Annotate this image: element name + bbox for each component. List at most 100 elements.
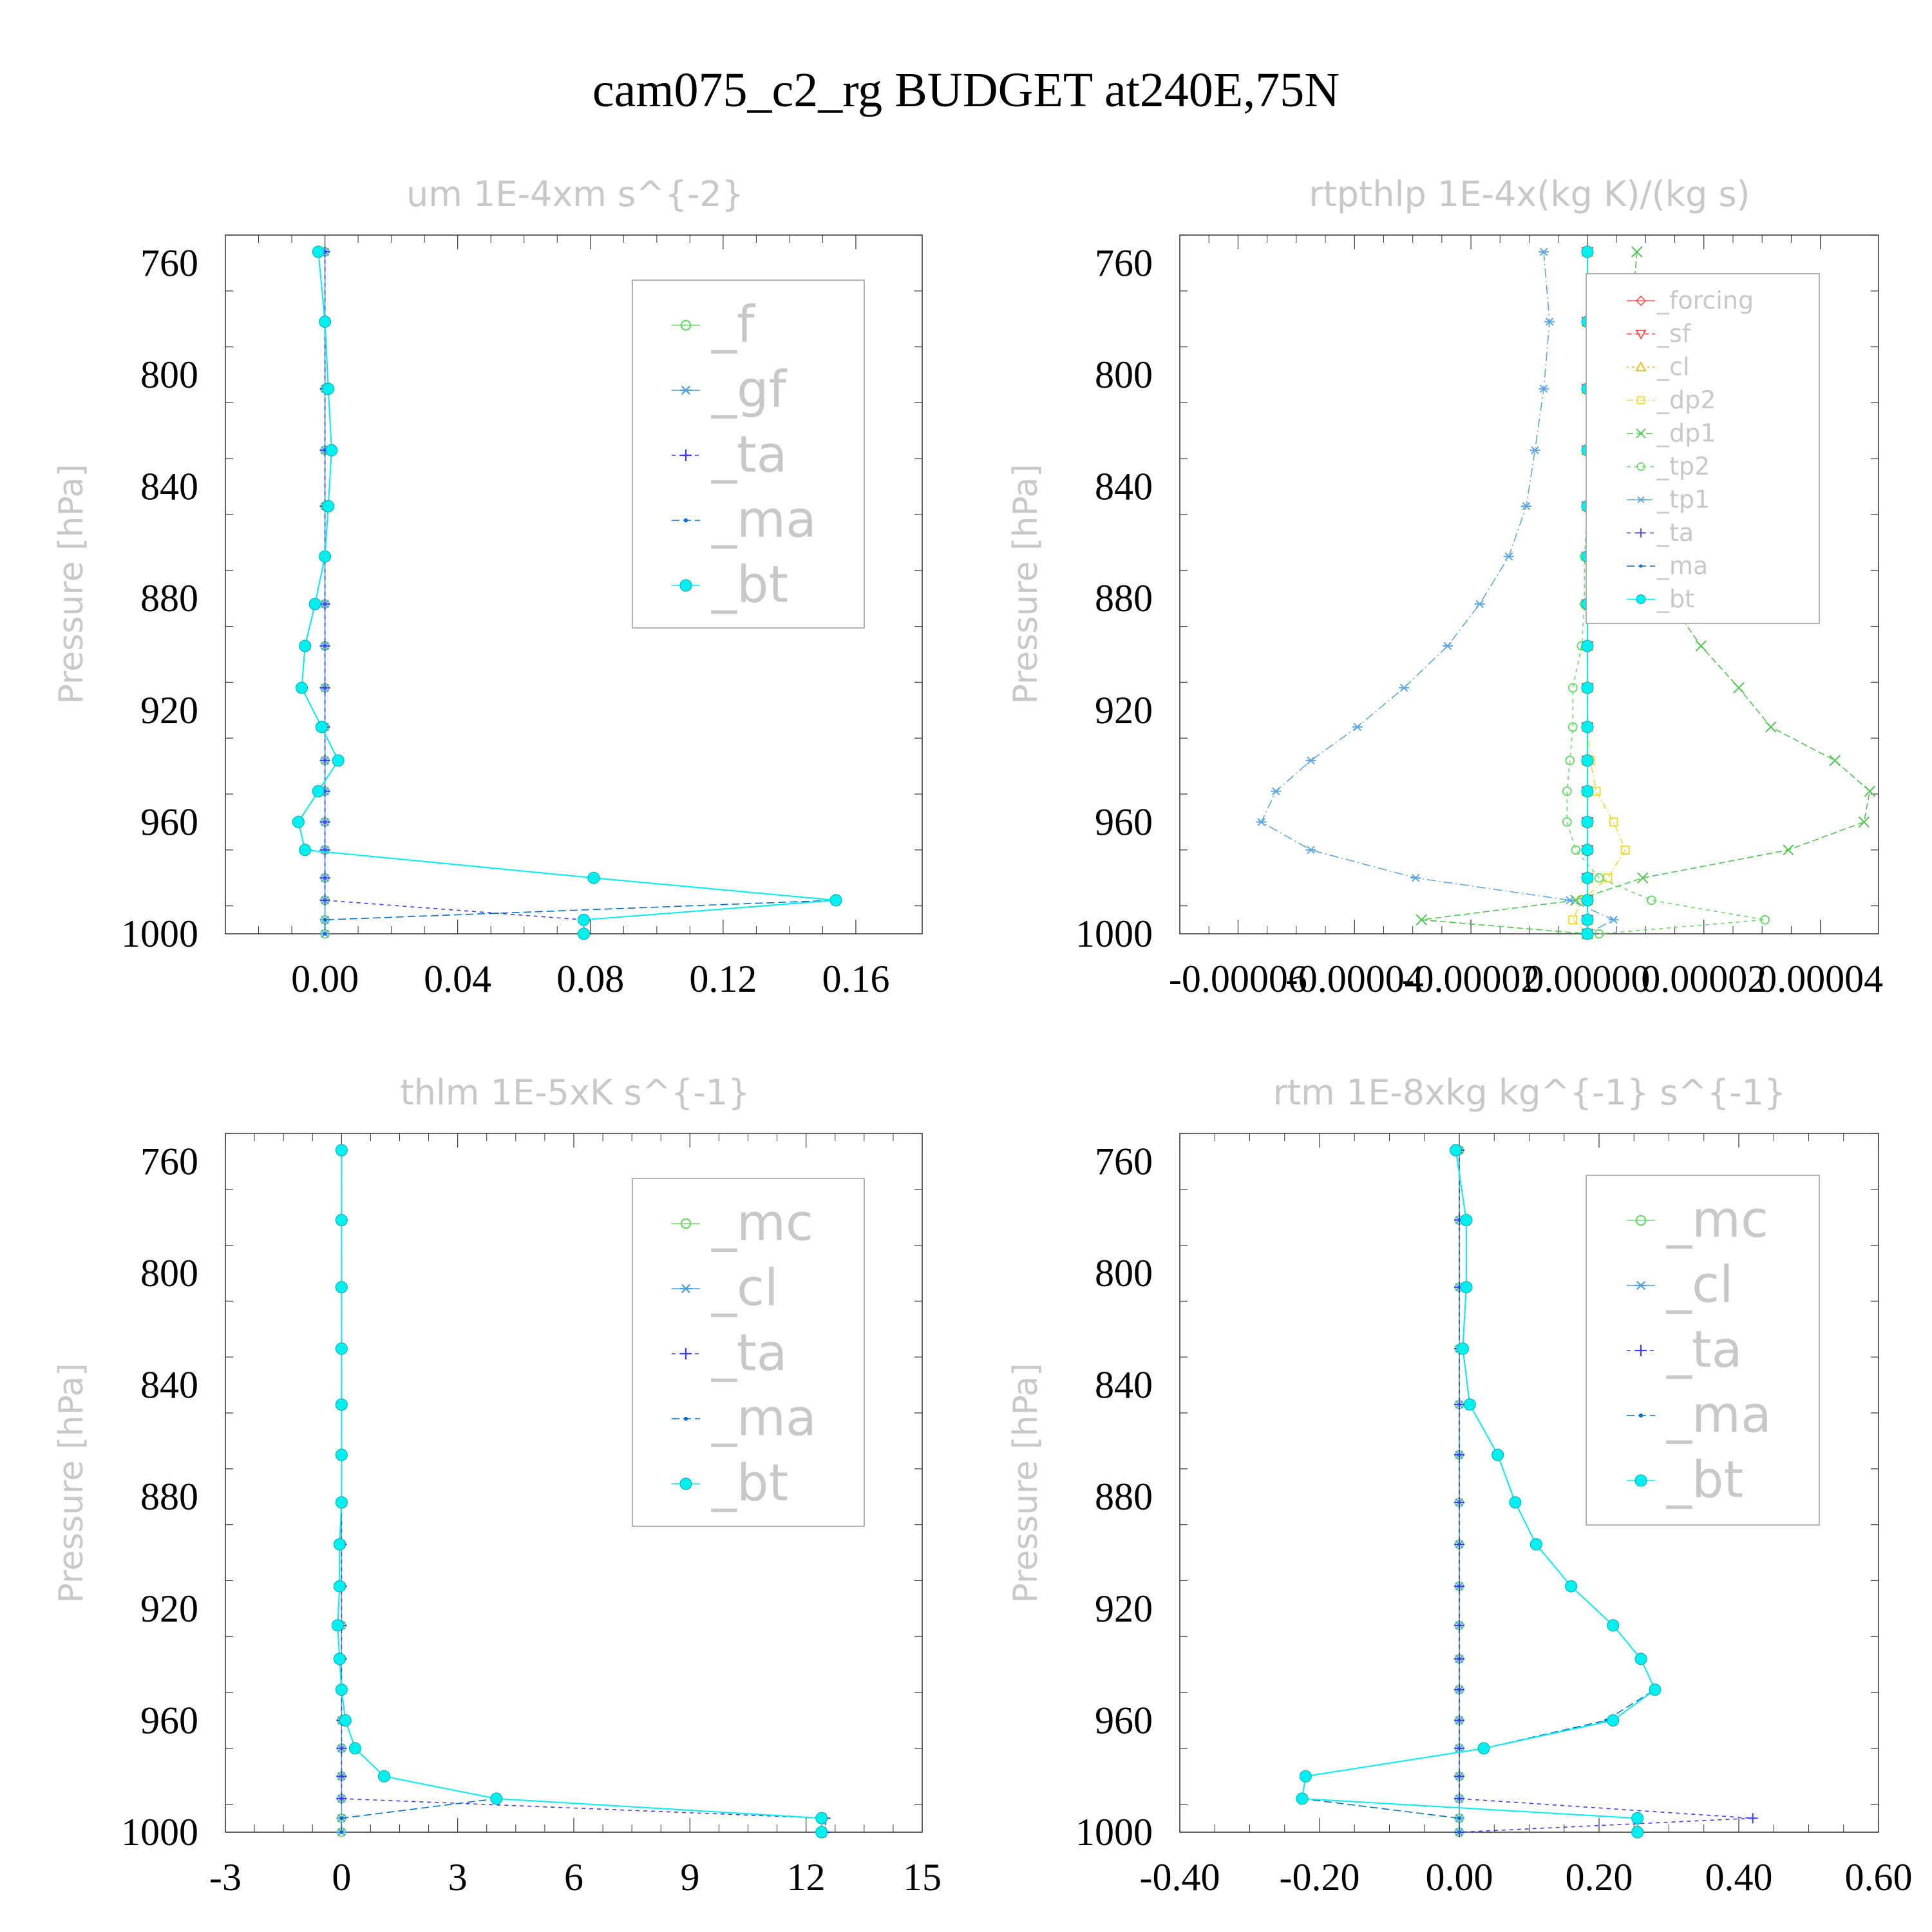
y-tick-label: 880	[140, 577, 198, 620]
y-tick-label: 840	[1095, 1364, 1153, 1406]
data-point	[1474, 600, 1485, 609]
x-axis: -0.40 -0.20 0.00 0.20 0.40 0.60	[1140, 1133, 1913, 1899]
legend-item: _sf	[1627, 319, 1692, 348]
data-point	[490, 1792, 503, 1805]
data-point	[319, 873, 330, 884]
legend-marker	[1635, 295, 1647, 307]
data-point	[1454, 1497, 1464, 1508]
legend-marker	[1636, 594, 1646, 604]
data-point	[336, 1743, 347, 1754]
plot-area: 760 800 840 880 920 960 1000-0.40 -0.20 0.00 0.20…	[1075, 1133, 1913, 1899]
data-point	[1352, 723, 1363, 732]
y-tick-label: 760	[140, 1140, 198, 1182]
series-bt	[292, 245, 842, 940]
data-point	[1631, 1812, 1644, 1824]
series-line	[1260, 251, 1615, 934]
legend-item: _ta	[672, 426, 787, 484]
legend-marker	[680, 385, 692, 395]
series-ma	[336, 1148, 498, 1834]
legend-marker	[679, 579, 692, 592]
y-tick-label: 880	[1095, 577, 1153, 620]
legend-label: _dp1	[1656, 419, 1716, 448]
data-point	[1649, 1683, 1662, 1696]
data-point	[1442, 641, 1453, 650]
data-point	[1416, 914, 1427, 926]
data-point	[1454, 1450, 1464, 1461]
legend-marker	[1636, 396, 1645, 404]
legend: _f _gf _ta _ma _bt	[632, 279, 865, 629]
legend-label: _cl	[1656, 353, 1689, 381]
data-point	[1456, 1342, 1469, 1355]
data-point	[815, 1812, 828, 1824]
legend-marker	[1635, 361, 1647, 372]
legend-item: _tp1	[1627, 486, 1710, 514]
x-tick-label: 0.12	[689, 958, 757, 1000]
data-point	[1454, 1620, 1464, 1631]
legend-marker	[1635, 1215, 1647, 1226]
legend-label: _ta	[1656, 518, 1694, 547]
panel-rtpthlp: rtpthlp 1E-4x(kg K)/(kg s) Pressure [hPa…	[1007, 174, 1883, 1000]
data-point	[1460, 1214, 1473, 1227]
data-point	[1410, 873, 1421, 882]
y-tick-label: 840	[140, 466, 198, 508]
data-point	[577, 927, 590, 940]
data-point	[1607, 1714, 1620, 1727]
legend-item: _bt	[1627, 585, 1694, 613]
data-point	[1463, 1398, 1476, 1411]
y-tick-label: 840	[1095, 466, 1153, 508]
legend-marker	[680, 450, 692, 461]
panel-rtm: rtm 1E-8xkg kg^{-1} s^{-1} Pressure [hPa…	[1007, 1072, 1913, 1899]
legend-marker	[680, 1283, 692, 1294]
data-point	[312, 245, 325, 258]
series-bt	[1296, 1144, 1662, 1839]
legend-marker	[1635, 1345, 1647, 1356]
data-point	[1695, 640, 1707, 652]
legend-label: _ta	[711, 1325, 787, 1383]
data-point	[1256, 818, 1267, 826]
data-point	[1457, 1830, 1461, 1834]
data-point	[335, 1398, 348, 1411]
data-point	[815, 1826, 828, 1839]
x-tick-label: 15	[903, 1856, 942, 1899]
x-tick-label: 9	[680, 1856, 699, 1899]
data-point	[1581, 927, 1594, 940]
data-point	[1747, 1813, 1758, 1824]
legend-marker	[679, 1477, 692, 1490]
legend-label: _ma	[1656, 552, 1708, 580]
x-axis: 0.00 0.04 0.08 0.12 0.16	[225, 235, 889, 1000]
legend-label: _gf	[711, 361, 788, 419]
data-point	[1581, 785, 1594, 798]
y-axis: 760 800 840 880 920 960 1000	[1075, 234, 1879, 955]
y-axis-label: Pressure [hPa]	[1007, 1363, 1045, 1604]
data-point	[1454, 1653, 1464, 1664]
data-point	[1594, 873, 1604, 883]
legend-item: _ma	[1627, 552, 1708, 580]
plot-frame	[225, 234, 923, 934]
series-bt	[331, 1144, 828, 1839]
legend-marker	[680, 319, 692, 331]
x-tick-label: -3	[209, 1856, 242, 1899]
data-point	[1858, 816, 1870, 828]
data-point	[1530, 1538, 1542, 1551]
data-point	[339, 1714, 352, 1727]
x-tick-label: -0.00006	[1169, 958, 1307, 1000]
data-point	[333, 1653, 346, 1665]
data-point	[1733, 682, 1745, 694]
data-point	[1581, 913, 1594, 926]
series-tp1	[1256, 247, 1619, 938]
x-tick-label: 0.20	[1566, 1856, 1633, 1899]
y-tick-label: 760	[140, 242, 198, 284]
x-tick-label: 0.00004	[1757, 958, 1883, 1000]
series-ta	[319, 247, 589, 939]
data-point	[1454, 1715, 1464, 1726]
y-tick-label: 880	[1095, 1475, 1153, 1518]
legend-item: _bt	[672, 556, 788, 614]
data-point	[1562, 786, 1572, 797]
data-point	[1864, 785, 1876, 797]
series-layer	[331, 1144, 831, 1839]
legend-label: _bt	[1666, 1452, 1743, 1510]
data-point	[1608, 915, 1619, 924]
y-tick-label: 920	[1095, 1587, 1153, 1630]
legend-item: _gf	[672, 361, 788, 419]
